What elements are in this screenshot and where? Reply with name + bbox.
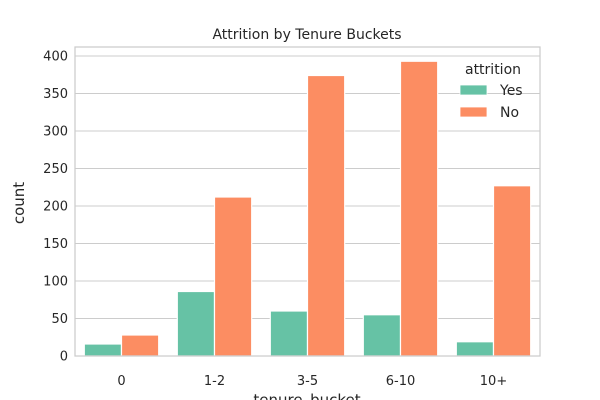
bar-yes-10+ — [455, 341, 495, 357]
bar-no-3-5 — [306, 74, 346, 357]
bar-yes-1-2 — [176, 290, 216, 357]
bar-yes-6-10 — [362, 314, 402, 357]
x-axis-label: tenure_bucket — [253, 391, 360, 400]
y-axis-label: count — [10, 182, 28, 224]
chart-title: Attrition by Tenure Buckets — [212, 27, 401, 43]
x-tick-label: 0 — [117, 374, 125, 389]
x-tick-label: 3-5 — [297, 374, 318, 389]
bar-yes-0 — [83, 343, 123, 357]
legend-swatch-no — [459, 106, 488, 118]
y-tick-label: 300 — [43, 125, 68, 140]
y-tick-label: 150 — [43, 237, 68, 252]
legend: attrition Yes No — [459, 62, 523, 121]
y-ticks: 0 50 100 150 200 250 300 350 400 — [43, 50, 68, 365]
bar-no-1-2 — [213, 196, 253, 357]
y-tick-label: 50 — [51, 312, 68, 327]
legend-label-yes: Yes — [499, 83, 523, 99]
y-tick-label: 350 — [43, 87, 68, 102]
bars — [83, 60, 532, 357]
x-tick-label: 6-10 — [386, 374, 416, 389]
plot-frame — [74, 46, 541, 357]
x-ticks: 0 1-2 3-5 6-10 10+ — [117, 374, 507, 389]
x-tick-label: 10+ — [480, 374, 507, 389]
y-tick-label: 100 — [43, 275, 68, 290]
x-tick-label: 1-2 — [204, 374, 225, 389]
bar-no-10+ — [492, 185, 532, 357]
y-tick-label: 400 — [43, 50, 68, 65]
legend-label-no: No — [500, 105, 519, 121]
bar-yes-3-5 — [269, 310, 309, 357]
legend-title: attrition — [465, 62, 521, 78]
y-tick-label: 250 — [43, 162, 68, 177]
y-tick-label: 200 — [43, 200, 68, 215]
legend-swatch-yes — [459, 84, 488, 96]
bar-no-6-10 — [399, 60, 439, 357]
bar-no-0 — [120, 334, 160, 357]
y-tick-label: 0 — [60, 350, 68, 365]
